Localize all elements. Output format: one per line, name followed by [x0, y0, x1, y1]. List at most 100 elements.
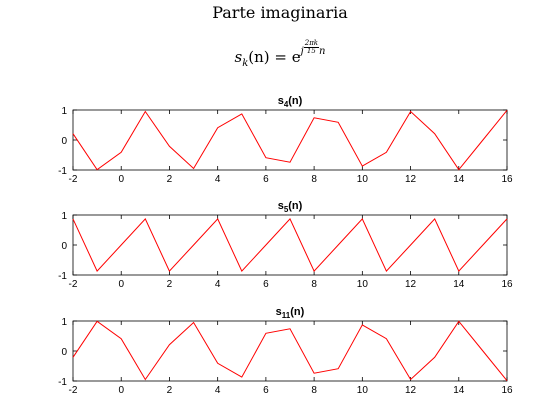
- figure-title: Parte imaginaria: [212, 3, 348, 22]
- formula-sub: k: [242, 58, 249, 69]
- x-tick-label: 14: [453, 174, 465, 185]
- data-point: [458, 271, 459, 272]
- y-tick-label: 1: [61, 106, 67, 117]
- y-tick-label: 0: [61, 241, 67, 252]
- formula-exp-den: 15: [306, 47, 316, 55]
- x-tick-label: 6: [263, 174, 269, 185]
- x-tick-label: 4: [215, 174, 221, 185]
- subplot-title: s11(n): [276, 306, 305, 320]
- x-tick-label: -2: [69, 385, 78, 396]
- y-tick-label: -1: [58, 377, 67, 388]
- data-point: [265, 333, 266, 334]
- x-tick-label: 10: [357, 385, 369, 396]
- subplot-title-suffix: (n): [290, 306, 304, 318]
- subplot-1: -2 0 2 4 6 8 10 12 14 16 -1 0 1 s5(n): [58, 200, 513, 290]
- data-point: [97, 169, 98, 170]
- data-point: [193, 244, 194, 245]
- subplot-title-sub: 11: [282, 311, 291, 320]
- data-point: [217, 127, 218, 128]
- formula-base: s: [234, 48, 243, 66]
- data-point: [169, 344, 170, 345]
- x-tick-label: 2: [167, 174, 173, 185]
- data-point: [458, 321, 459, 322]
- data-point: [97, 321, 98, 322]
- data-point: [193, 322, 194, 323]
- x-tick-label: 14: [453, 279, 465, 290]
- formula-exp-post: n: [319, 46, 326, 57]
- x-tick-label: 12: [405, 174, 417, 185]
- data-point: [386, 271, 387, 272]
- formula-exp-num: 2πk: [303, 39, 320, 48]
- x-tick-label: 14: [453, 385, 465, 396]
- data-point: [482, 350, 483, 351]
- data-point: [289, 218, 290, 219]
- data-point: [241, 113, 242, 114]
- data-point: [506, 110, 507, 111]
- formula-exp-pre: j: [300, 46, 304, 57]
- series-line: [72, 320, 508, 382]
- data-point: [386, 152, 387, 153]
- subplot-title-base: s: [278, 95, 284, 107]
- data-point: [314, 373, 315, 374]
- x-tick-label: 2: [167, 279, 173, 290]
- data-point: [506, 380, 507, 381]
- subplot-title: s5(n): [278, 200, 303, 214]
- x-tick-label: 4: [215, 279, 221, 290]
- x-tick-label: -2: [69, 279, 78, 290]
- y-tick-label: 0: [61, 347, 67, 358]
- x-tick-label: 10: [357, 279, 369, 290]
- y-tick-label: -1: [58, 271, 67, 282]
- axes-box: [72, 320, 508, 382]
- data-point: [434, 218, 435, 219]
- data-point: [97, 271, 98, 272]
- data-point: [72, 133, 73, 134]
- x-tick-label: 6: [263, 385, 269, 396]
- axes-box: [72, 109, 508, 171]
- data-point: [338, 122, 339, 123]
- data-point: [241, 377, 242, 378]
- formula-exp-fraction: 2πk 15: [303, 39, 320, 55]
- data-point: [458, 169, 459, 170]
- x-tick-label: -2: [69, 174, 78, 185]
- x-tick-label: 16: [501, 279, 513, 290]
- data-point: [72, 357, 73, 358]
- data-point: [434, 133, 435, 134]
- x-tick-label: 2: [167, 385, 173, 396]
- x-tick-label: 0: [118, 385, 124, 396]
- data-point: [482, 139, 483, 140]
- data-point: [121, 338, 122, 339]
- data-point: [289, 162, 290, 163]
- x-tick-label: 8: [311, 174, 317, 185]
- x-tick-label: 8: [311, 385, 317, 396]
- data-point: [169, 146, 170, 147]
- data-point: [121, 152, 122, 153]
- subplot-title-base: s: [278, 200, 284, 212]
- data-point: [217, 218, 218, 219]
- data-point: [289, 328, 290, 329]
- subplot-title: s4(n): [278, 95, 303, 109]
- x-tick-label: 4: [215, 385, 221, 396]
- data-point: [145, 218, 146, 219]
- data-point: [362, 218, 363, 219]
- subplot-title-base: s: [276, 306, 282, 318]
- data-point: [506, 218, 507, 219]
- data-point: [169, 271, 170, 272]
- data-point: [193, 168, 194, 169]
- subplot-2: -2 0 2 4 6 8 10 12 14 16 -1 0 1 s11(n): [58, 306, 513, 396]
- x-tick-label: 0: [118, 279, 124, 290]
- data-point: [386, 338, 387, 339]
- x-tick-label: 6: [263, 279, 269, 290]
- y-tick-label: 1: [61, 317, 67, 328]
- series-line: [72, 109, 508, 171]
- x-tick-label: 16: [501, 174, 513, 185]
- x-tick-label: 16: [501, 385, 513, 396]
- x-tick-label: 12: [405, 279, 417, 290]
- data-point: [338, 368, 339, 369]
- data-point: [72, 218, 73, 219]
- data-point: [434, 357, 435, 358]
- figure-formula: sk(n) = ej 2πk 15 n: [0, 39, 560, 70]
- data-point: [314, 271, 315, 272]
- data-point: [338, 244, 339, 245]
- data-point: [145, 379, 146, 380]
